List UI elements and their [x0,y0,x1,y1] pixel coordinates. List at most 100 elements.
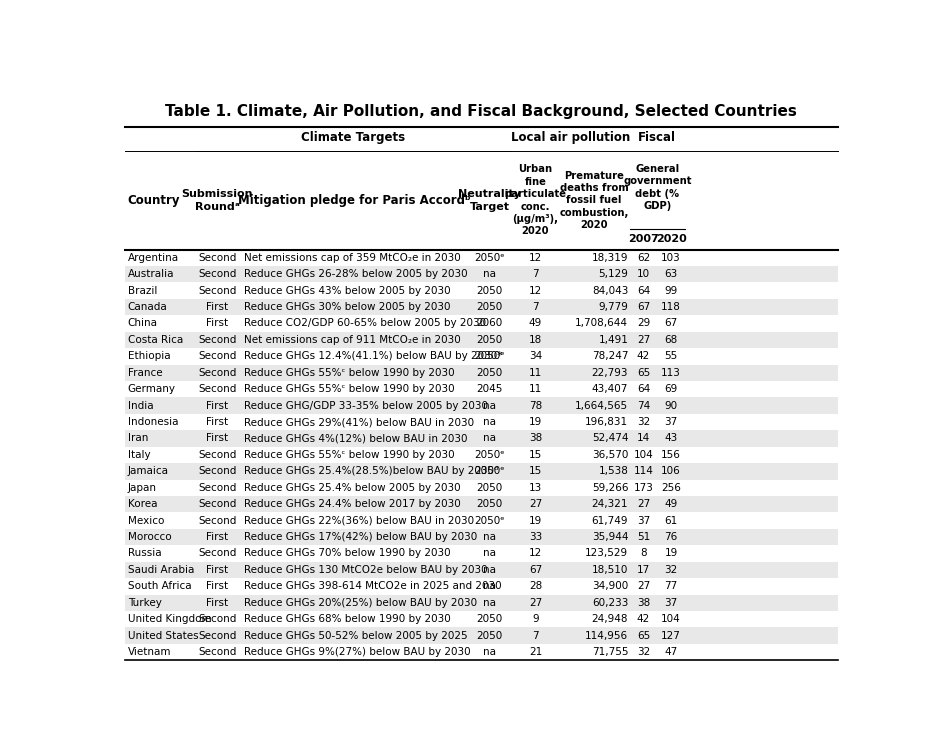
Text: Reduce GHG/GDP 33-35% below 2005 by 2030: Reduce GHG/GDP 33-35% below 2005 by 2030 [244,400,488,411]
Text: Ethiopia: Ethiopia [128,351,170,362]
Text: Brazil: Brazil [128,285,157,296]
Text: 49: 49 [665,499,678,509]
Text: 60,233: 60,233 [592,598,628,608]
Text: Reduce CO2/GDP 60-65% below 2005 by 2030: Reduce CO2/GDP 60-65% below 2005 by 2030 [244,318,486,329]
Text: 77: 77 [665,581,678,592]
Text: Second: Second [198,335,237,345]
Text: Mexico: Mexico [128,515,164,526]
Text: India: India [128,400,153,411]
Text: Reduce GHGs 50-52% below 2005 by 2025: Reduce GHGs 50-52% below 2005 by 2025 [244,630,468,641]
Text: Second: Second [198,466,237,477]
Text: Vietnam: Vietnam [128,647,171,657]
Text: 2045: 2045 [476,384,502,394]
Text: 21: 21 [529,647,542,657]
Text: 99: 99 [665,285,678,296]
Text: 38: 38 [529,433,542,444]
Text: Costa Rica: Costa Rica [128,335,183,345]
Text: 256: 256 [661,483,681,493]
Text: 59,266: 59,266 [592,483,628,493]
Text: 2050ᵉ: 2050ᵉ [474,252,505,263]
FancyBboxPatch shape [125,332,838,348]
Text: 37: 37 [637,515,650,526]
Text: 17: 17 [637,565,650,575]
Text: 27: 27 [529,499,542,509]
Text: Table 1. Climate, Air Pollution, and Fiscal Background, Selected Countries: Table 1. Climate, Air Pollution, and Fis… [165,104,797,119]
Text: 7: 7 [532,630,539,641]
Text: na: na [483,433,496,444]
Text: 27: 27 [637,335,650,345]
Text: 43: 43 [665,433,678,444]
Text: 2060: 2060 [476,318,502,329]
Text: 67: 67 [665,318,678,329]
Text: na: na [483,565,496,575]
Text: 37: 37 [665,417,678,427]
Text: Germany: Germany [128,384,176,394]
Text: 67: 67 [637,302,650,312]
Text: 11: 11 [529,384,542,394]
FancyBboxPatch shape [125,595,838,611]
Text: Reduce GHGs 55%ᶜ below 1990 by 2030: Reduce GHGs 55%ᶜ below 1990 by 2030 [244,450,454,460]
Text: First: First [207,581,228,592]
Text: 76: 76 [665,532,678,542]
Text: 74: 74 [637,400,650,411]
Text: 33: 33 [529,532,542,542]
Text: Second: Second [198,450,237,460]
Text: Local air pollution: Local air pollution [512,131,631,144]
Text: 104: 104 [661,614,681,624]
Text: 32: 32 [637,647,650,657]
Text: 62: 62 [637,252,650,263]
Text: Urban
fine
particulate
conc.
(μg/m³),
2020: Urban fine particulate conc. (μg/m³), 20… [504,164,566,236]
Text: Reduce GHGs 68% below 1990 by 2030: Reduce GHGs 68% below 1990 by 2030 [244,614,451,624]
Text: Reduce GHGs 25.4%(28.5%)below BAU by 2030ᵈ: Reduce GHGs 25.4%(28.5%)below BAU by 203… [244,466,499,477]
Text: 1,708,644: 1,708,644 [576,318,628,329]
FancyBboxPatch shape [125,496,838,512]
Text: 51: 51 [637,532,650,542]
Text: 61,749: 61,749 [592,515,628,526]
Text: First: First [207,302,228,312]
Text: 118: 118 [661,302,681,312]
Text: Second: Second [198,499,237,509]
Text: Second: Second [198,630,237,641]
Text: 69: 69 [665,384,678,394]
Text: 18: 18 [529,335,542,345]
Text: Canada: Canada [128,302,167,312]
Text: 15: 15 [529,450,542,460]
Text: 9: 9 [532,614,539,624]
Text: na: na [483,598,496,608]
Text: First: First [207,598,228,608]
Text: First: First [207,400,228,411]
Text: Reduce GHGs 17%(42%) below BAU by 2030: Reduce GHGs 17%(42%) below BAU by 2030 [244,532,477,542]
Text: Reduce GHGs 30% below 2005 by 2030: Reduce GHGs 30% below 2005 by 2030 [244,302,451,312]
Text: 7: 7 [532,269,539,279]
Text: 12: 12 [529,252,542,263]
Text: Reduce GHGs 20%(25%) below BAU by 2030: Reduce GHGs 20%(25%) below BAU by 2030 [244,598,477,608]
Text: Second: Second [198,285,237,296]
Text: Australia: Australia [128,269,174,279]
Text: na: na [483,581,496,592]
Text: Reduce GHGs 43% below 2005 by 2030: Reduce GHGs 43% below 2005 by 2030 [244,285,451,296]
FancyBboxPatch shape [125,562,838,578]
Text: Second: Second [198,351,237,362]
Text: 24,948: 24,948 [592,614,628,624]
Text: First: First [207,565,228,575]
Text: 13: 13 [529,483,542,493]
Text: 67: 67 [529,565,542,575]
Text: na: na [483,548,496,559]
Text: 12: 12 [529,285,542,296]
Text: 34: 34 [529,351,542,362]
Text: Reduce GHGs 130 MtCO2e below BAU by 2030: Reduce GHGs 130 MtCO2e below BAU by 2030 [244,565,487,575]
Text: 24,321: 24,321 [592,499,628,509]
Text: Premature
deaths from
fossil fuel
combustion,
2020: Premature deaths from fossil fuel combus… [560,170,629,230]
Text: 27: 27 [529,598,542,608]
Text: 29: 29 [637,318,650,329]
Text: 64: 64 [637,384,650,394]
Text: Second: Second [198,368,237,378]
FancyBboxPatch shape [125,266,838,282]
Text: 19: 19 [529,515,542,526]
Text: 15: 15 [529,466,542,477]
Text: 2050: 2050 [476,630,502,641]
Text: Reduce GHGs 70% below 1990 by 2030: Reduce GHGs 70% below 1990 by 2030 [244,548,451,559]
Text: 37: 37 [665,598,678,608]
Text: 64: 64 [637,285,650,296]
Text: 113: 113 [661,368,681,378]
